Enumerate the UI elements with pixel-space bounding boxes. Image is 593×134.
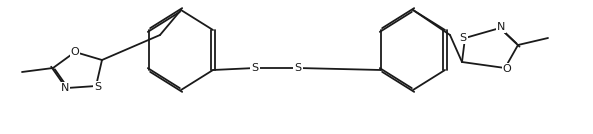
Text: N: N xyxy=(61,83,69,93)
Text: S: S xyxy=(251,63,259,73)
Text: O: O xyxy=(503,64,511,74)
Text: N: N xyxy=(497,22,505,32)
Text: O: O xyxy=(71,47,79,57)
Text: S: S xyxy=(295,63,302,73)
Text: S: S xyxy=(94,82,101,92)
Text: S: S xyxy=(460,33,467,43)
